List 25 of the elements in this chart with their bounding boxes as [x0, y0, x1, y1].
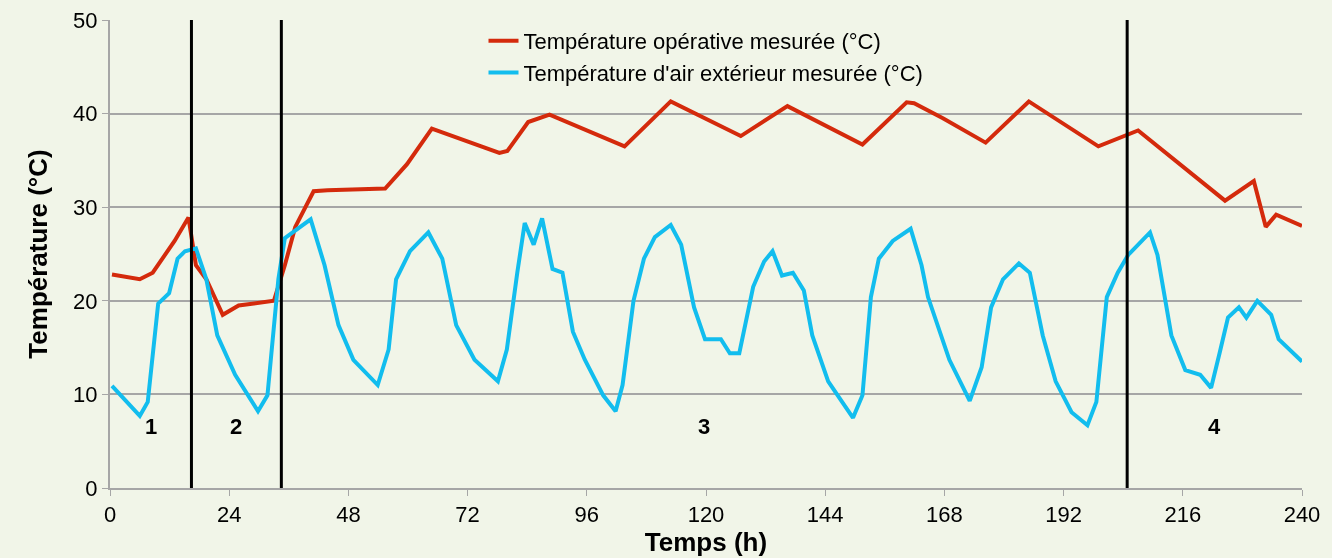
y-tick-label: 10 — [73, 382, 98, 408]
x-tick-label: 168 — [926, 502, 963, 528]
y-tick-label: 40 — [73, 101, 98, 127]
x-tick-label: 120 — [687, 502, 725, 528]
annotation: 2 — [230, 414, 243, 439]
y-tick-label: 0 — [85, 475, 98, 501]
legend-label: Température d'air extérieur mesurée (°C) — [523, 60, 923, 86]
x-tick-label: 144 — [806, 502, 844, 528]
annotation: 3 — [698, 414, 711, 439]
x-tick-label: 24 — [216, 502, 242, 528]
y-axis-title: Température (°C) — [23, 149, 54, 359]
legend-label: Température opérative mesurée (°C) — [523, 29, 881, 55]
x-tick-label: 216 — [1164, 502, 1202, 528]
x-tick-label: 48 — [336, 502, 361, 528]
annotation: 1 — [145, 414, 158, 439]
y-tick-label: 20 — [73, 288, 98, 314]
x-axis-title: Temps (h) — [644, 527, 768, 558]
y-tick-label: 30 — [73, 194, 98, 220]
x-tick-label: 0 — [103, 502, 117, 528]
y-tick-label: 50 — [73, 7, 98, 33]
x-tick-label: 192 — [1045, 502, 1082, 528]
x-tick-label: 72 — [455, 502, 480, 528]
annotation: 4 — [1208, 414, 1221, 439]
x-tick-label: 240 — [1283, 502, 1321, 528]
x-tick-label: 96 — [574, 502, 600, 528]
